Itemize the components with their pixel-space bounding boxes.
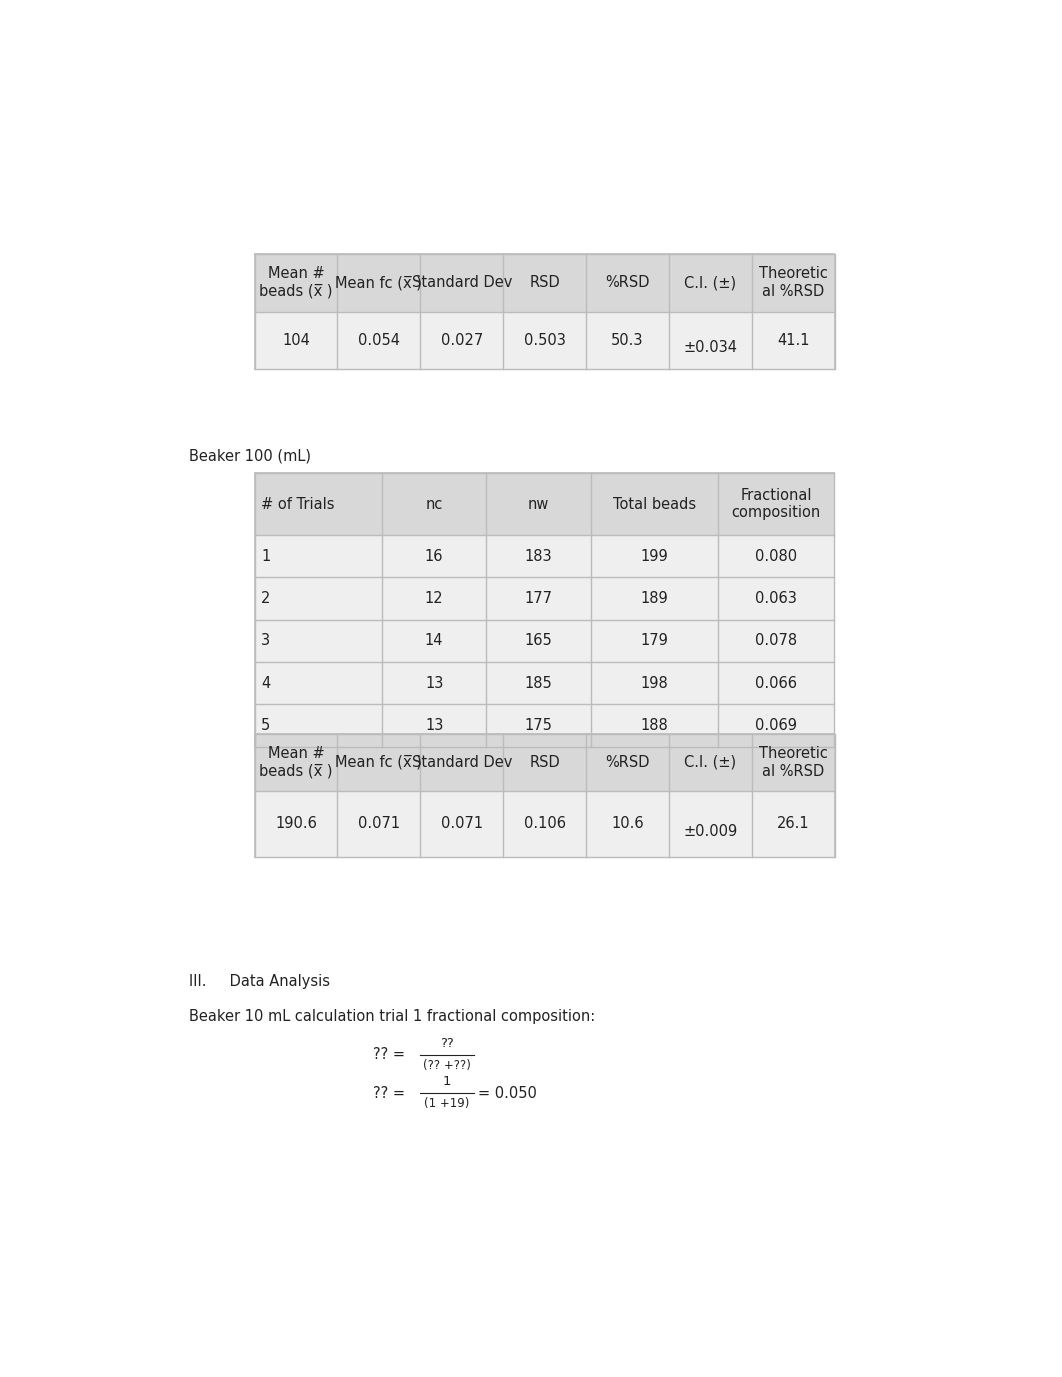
Text: 16: 16 (425, 548, 444, 563)
Bar (255, 253, 834, 369)
Text: 198: 198 (640, 676, 668, 690)
Text: (1 +19): (1 +19) (424, 1097, 469, 1110)
Bar (255, 704, 834, 746)
Text: Standard Dev: Standard Dev (411, 275, 512, 291)
Bar (255, 734, 834, 792)
Text: ±0.009: ±0.009 (683, 825, 737, 840)
Text: Mean #
beads (x̅ ): Mean # beads (x̅ ) (259, 267, 332, 299)
Text: 10.6: 10.6 (611, 817, 644, 832)
Bar (255, 253, 834, 311)
Text: Mean fc (x̅ ): Mean fc (x̅ ) (336, 755, 423, 770)
Text: C.I. (±): C.I. (±) (684, 755, 736, 770)
Text: 14: 14 (425, 633, 444, 649)
Text: 0.080: 0.080 (755, 548, 798, 563)
Text: Theoretic
al %RSD: Theoretic al %RSD (758, 267, 827, 299)
Bar (255, 534, 834, 577)
Text: %RSD: %RSD (605, 275, 650, 291)
Bar (255, 792, 834, 856)
Text: 0.071: 0.071 (358, 817, 400, 832)
Text: 2: 2 (261, 591, 271, 606)
Text: Theoretic
al %RSD: Theoretic al %RSD (758, 746, 827, 778)
Text: 13: 13 (425, 676, 443, 690)
Text: ?? =: ?? = (373, 1047, 405, 1062)
Text: nc: nc (426, 497, 443, 511)
Text: 188: 188 (640, 717, 668, 733)
Text: # of Trials: # of Trials (261, 497, 335, 511)
Bar (255, 734, 834, 856)
Text: 199: 199 (640, 548, 668, 563)
Text: ?? =: ?? = (373, 1085, 405, 1100)
Text: 4: 4 (261, 676, 271, 690)
Text: Beaker 100 (mL): Beaker 100 (mL) (189, 449, 310, 464)
Text: 0.063: 0.063 (755, 591, 796, 606)
Text: Fractional
composition: Fractional composition (732, 487, 821, 521)
Text: = 0.050: = 0.050 (478, 1085, 536, 1100)
Bar (255, 474, 834, 534)
Text: Mean fc (x̅ ): Mean fc (x̅ ) (336, 275, 423, 291)
Text: ??: ?? (440, 1037, 453, 1049)
Bar (255, 577, 834, 620)
Text: 185: 185 (525, 676, 552, 690)
Text: 0.069: 0.069 (755, 717, 798, 733)
Text: 50.3: 50.3 (611, 333, 644, 348)
Text: 104: 104 (282, 333, 310, 348)
Text: %RSD: %RSD (605, 755, 650, 770)
Text: 165: 165 (525, 633, 552, 649)
Text: (?? +??): (?? +??) (423, 1059, 470, 1071)
Text: III.     Data Analysis: III. Data Analysis (189, 974, 329, 989)
Bar (255, 662, 834, 704)
Text: Mean #
beads (x̅ ): Mean # beads (x̅ ) (259, 746, 332, 778)
Text: 0.071: 0.071 (441, 817, 483, 832)
Text: 0.078: 0.078 (755, 633, 798, 649)
Text: 26.1: 26.1 (776, 817, 809, 832)
Text: RSD: RSD (529, 755, 560, 770)
Text: Beaker 10 mL calculation trial 1 fractional composition:: Beaker 10 mL calculation trial 1 fractio… (189, 1008, 595, 1023)
Text: ±0.034: ±0.034 (683, 340, 737, 355)
Bar (255, 474, 834, 746)
Text: 0.503: 0.503 (524, 333, 565, 348)
Text: 175: 175 (525, 717, 552, 733)
Bar (255, 311, 834, 369)
Text: 177: 177 (525, 591, 552, 606)
Text: 0.054: 0.054 (358, 333, 400, 348)
Text: 0.027: 0.027 (441, 333, 483, 348)
Text: 12: 12 (425, 591, 444, 606)
Text: nw: nw (528, 497, 549, 511)
Text: Total beads: Total beads (613, 497, 696, 511)
Text: 1: 1 (261, 548, 271, 563)
Text: 1: 1 (443, 1075, 451, 1088)
Text: 179: 179 (640, 633, 668, 649)
Text: 3: 3 (261, 633, 270, 649)
Text: 5: 5 (261, 717, 271, 733)
Text: RSD: RSD (529, 275, 560, 291)
Text: C.I. (±): C.I. (±) (684, 275, 736, 291)
Text: 183: 183 (525, 548, 552, 563)
Text: 189: 189 (640, 591, 668, 606)
Text: 0.066: 0.066 (755, 676, 798, 690)
Text: Standard Dev: Standard Dev (411, 755, 512, 770)
Text: 190.6: 190.6 (275, 817, 316, 832)
Bar (255, 620, 834, 662)
Text: 0.106: 0.106 (524, 817, 566, 832)
Text: 41.1: 41.1 (777, 333, 809, 348)
Text: 13: 13 (425, 717, 443, 733)
